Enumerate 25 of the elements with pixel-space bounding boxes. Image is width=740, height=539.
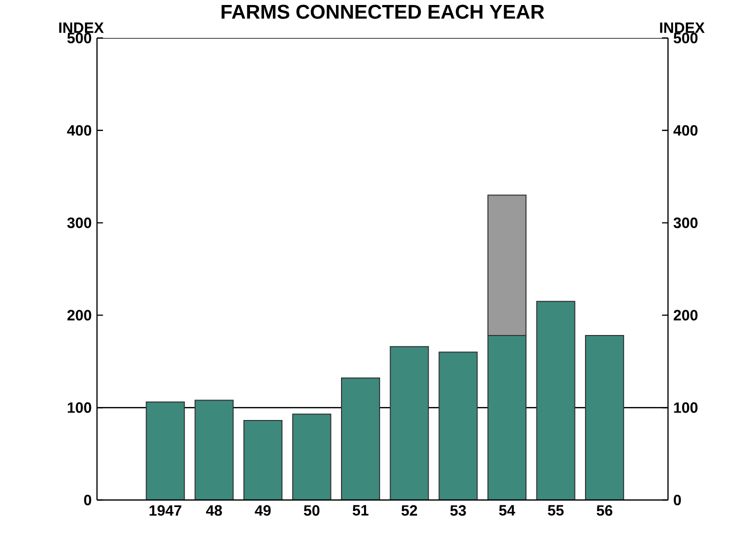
y-tick-label: 400 — [67, 125, 92, 136]
x-tick-label: 1947 — [150, 505, 182, 516]
y2-tick-label: 300 — [674, 217, 698, 228]
y-tick-label: 500 — [67, 32, 92, 44]
y-tick-label: 300 — [67, 217, 92, 228]
y2-tick-label: 100 — [674, 402, 698, 413]
y-tick-label: 200 — [67, 310, 92, 320]
x-tick-label: 53 — [450, 505, 466, 516]
y2-tick-label: 500 — [674, 32, 698, 44]
y2-tick-label: 0 — [674, 494, 681, 506]
x-tick-label: 51 — [352, 505, 368, 516]
x-tick-label: 48 — [206, 505, 222, 516]
x-tick-label: 52 — [401, 505, 418, 516]
y-axis-title: INDEX — [59, 22, 104, 33]
chart-title: FARMS CONNECTED EACH YEAR — [222, 4, 544, 19]
y-tick-label: 0 — [84, 494, 92, 506]
x-tick-label: 49 — [254, 505, 271, 516]
x-tick-label: 50 — [304, 505, 320, 516]
y2-tick-label: 200 — [674, 310, 698, 320]
y2-tick-label: 400 — [673, 125, 698, 136]
x-tick-label: 56 — [596, 505, 612, 516]
x-tick-label: 55 — [548, 505, 564, 516]
y-tick-label: 100 — [68, 402, 92, 413]
y2-axis-title: INDEX — [660, 22, 705, 33]
x-tick-label: 54 — [499, 505, 516, 516]
